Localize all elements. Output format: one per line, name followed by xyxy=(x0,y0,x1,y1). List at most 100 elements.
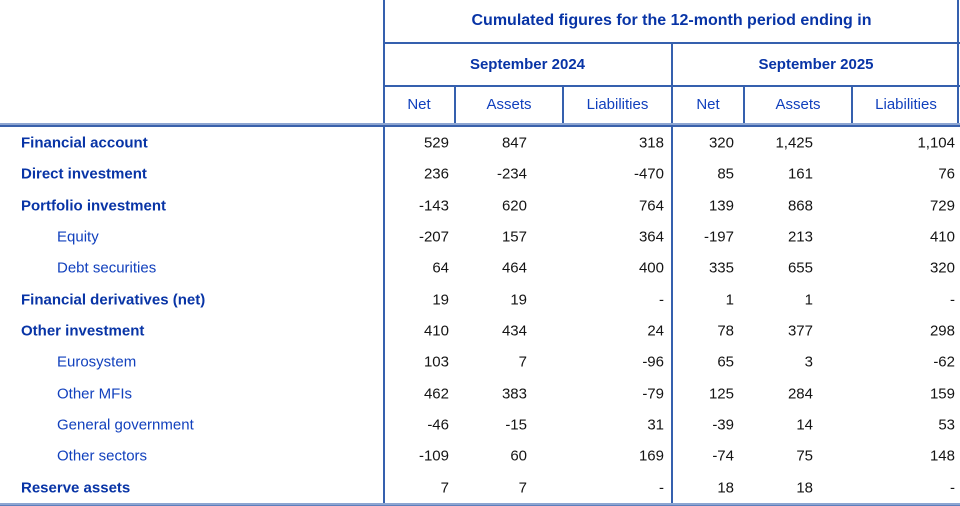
column-header-net-2024: Net xyxy=(407,96,431,113)
row-label: Financial account xyxy=(21,134,148,151)
cell-liabilities-2024: 318 xyxy=(638,134,664,151)
cell-assets-2024: 7 xyxy=(518,479,527,496)
cell-assets-2024: 7 xyxy=(518,353,527,370)
row-label: Equity xyxy=(57,228,99,245)
cell-assets-2024: 19 xyxy=(510,291,527,308)
cell-net-2024: -207 xyxy=(418,228,449,245)
cell-net-2024: 19 xyxy=(432,291,449,308)
table-left-divider xyxy=(383,0,385,503)
cell-assets-2024: 383 xyxy=(501,385,527,402)
row-label: Reserve assets xyxy=(21,479,131,496)
cell-assets-2024: 434 xyxy=(501,322,527,339)
table-row: Financial derivatives (net) 19 19 - 1 1 … xyxy=(0,284,960,315)
cell-liabilities-2025: 76 xyxy=(938,165,955,182)
cell-assets-2025: 161 xyxy=(787,165,813,182)
cell-net-2025: 320 xyxy=(708,134,734,151)
cell-assets-2025: 18 xyxy=(796,479,813,496)
table-row: Reserve assets 7 7 - 18 18 - xyxy=(0,472,960,503)
cell-assets-2025: 655 xyxy=(787,259,813,276)
cell-liabilities-2025: 298 xyxy=(929,322,955,339)
cell-assets-2024: 847 xyxy=(501,134,527,151)
cell-net-2025: -39 xyxy=(712,416,734,433)
header-column-divider xyxy=(454,86,456,123)
cell-assets-2024: 60 xyxy=(510,447,527,464)
cell-assets-2025: 213 xyxy=(787,228,813,245)
table-group-divider xyxy=(671,42,673,503)
cell-liabilities-2025: 320 xyxy=(929,259,955,276)
cell-net-2025: 78 xyxy=(717,322,734,339)
cell-assets-2025: 868 xyxy=(787,197,813,214)
cell-liabilities-2025: 159 xyxy=(929,385,955,402)
cell-assets-2025: 284 xyxy=(787,385,813,402)
column-header-liabilities-2024: Liabilities xyxy=(586,96,649,113)
cell-net-2024: 7 xyxy=(440,479,449,496)
header-column-divider xyxy=(562,86,564,123)
cell-net-2025: 18 xyxy=(717,479,734,496)
cell-net-2024: 410 xyxy=(423,322,449,339)
cell-assets-2025: 1 xyxy=(804,291,813,308)
cell-liabilities-2024: 764 xyxy=(638,197,664,214)
cell-net-2025: 1 xyxy=(725,291,734,308)
row-label: Eurosystem xyxy=(57,353,137,370)
cell-liabilities-2024: -470 xyxy=(633,165,664,182)
table-row: Direct investment 236 -234 -470 85 161 7… xyxy=(0,158,960,189)
cell-liabilities-2024: 24 xyxy=(647,322,664,339)
table-row: Other investment 410 434 24 78 377 298 xyxy=(0,315,960,346)
cell-liabilities-2024: - xyxy=(659,479,664,496)
cell-assets-2024: 157 xyxy=(501,228,527,245)
period-header-september-2024: September 2024 xyxy=(469,55,586,73)
column-header-net-2025: Net xyxy=(696,96,720,113)
cell-net-2024: -46 xyxy=(427,416,449,433)
row-label: Financial derivatives (net) xyxy=(21,291,206,308)
row-label: Other MFIs xyxy=(57,385,133,402)
row-label: Other sectors xyxy=(57,447,148,464)
row-label: Debt securities xyxy=(57,259,157,276)
cell-assets-2024: -15 xyxy=(505,416,527,433)
row-label: General government xyxy=(57,416,194,433)
cell-net-2024: 64 xyxy=(432,259,449,276)
table-bottom-rule xyxy=(0,503,960,506)
header-rule xyxy=(383,85,960,87)
cell-net-2024: 236 xyxy=(423,165,449,182)
cell-liabilities-2024: -79 xyxy=(642,385,664,402)
cell-liabilities-2024: -96 xyxy=(642,353,664,370)
cell-assets-2024: -234 xyxy=(496,165,527,182)
cell-assets-2025: 75 xyxy=(796,447,813,464)
header-column-divider xyxy=(851,86,853,123)
cell-net-2024: 529 xyxy=(423,134,449,151)
cell-liabilities-2025: - xyxy=(950,291,955,308)
cell-net-2025: 139 xyxy=(708,197,734,214)
table-row: Eurosystem 103 7 -96 65 3 -62 xyxy=(0,346,960,377)
row-label: Portfolio investment xyxy=(21,197,167,214)
cell-liabilities-2025: 53 xyxy=(938,416,955,433)
cell-liabilities-2025: 729 xyxy=(929,197,955,214)
column-header-assets-2024: Assets xyxy=(486,96,532,113)
header-right-border xyxy=(957,0,959,123)
row-label: Other investment xyxy=(21,322,145,339)
cell-liabilities-2025: 410 xyxy=(929,228,955,245)
cell-net-2024: 103 xyxy=(423,353,449,370)
cell-assets-2025: 377 xyxy=(787,322,813,339)
cell-net-2025: 125 xyxy=(708,385,734,402)
header-column-divider xyxy=(743,86,745,123)
cell-liabilities-2025: -62 xyxy=(933,353,955,370)
column-header-assets-2025: Assets xyxy=(775,96,821,113)
cell-liabilities-2025: - xyxy=(950,479,955,496)
cell-liabilities-2025: 1,104 xyxy=(917,134,955,151)
table-row: Other sectors -109 60 169 -74 75 148 xyxy=(0,440,960,471)
cell-net-2025: -197 xyxy=(703,228,734,245)
cell-net-2025: -74 xyxy=(712,447,734,464)
cell-liabilities-2024: 31 xyxy=(647,416,664,433)
table-row: Equity -207 157 364 -197 213 410 xyxy=(0,221,960,252)
cell-net-2025: 85 xyxy=(717,165,734,182)
table-row: Portfolio investment -143 620 764 139 86… xyxy=(0,190,960,221)
cell-net-2025: 335 xyxy=(708,259,734,276)
header-bottom-rule xyxy=(0,123,960,127)
cell-net-2024: -143 xyxy=(418,197,449,214)
period-header-september-2025: September 2025 xyxy=(758,55,874,73)
cell-net-2024: 462 xyxy=(423,385,449,402)
table-title: Cumulated figures for the 12-month perio… xyxy=(471,12,872,29)
row-label: Direct investment xyxy=(21,165,147,182)
table-row: Debt securities 64 464 400 335 655 320 xyxy=(0,252,960,283)
